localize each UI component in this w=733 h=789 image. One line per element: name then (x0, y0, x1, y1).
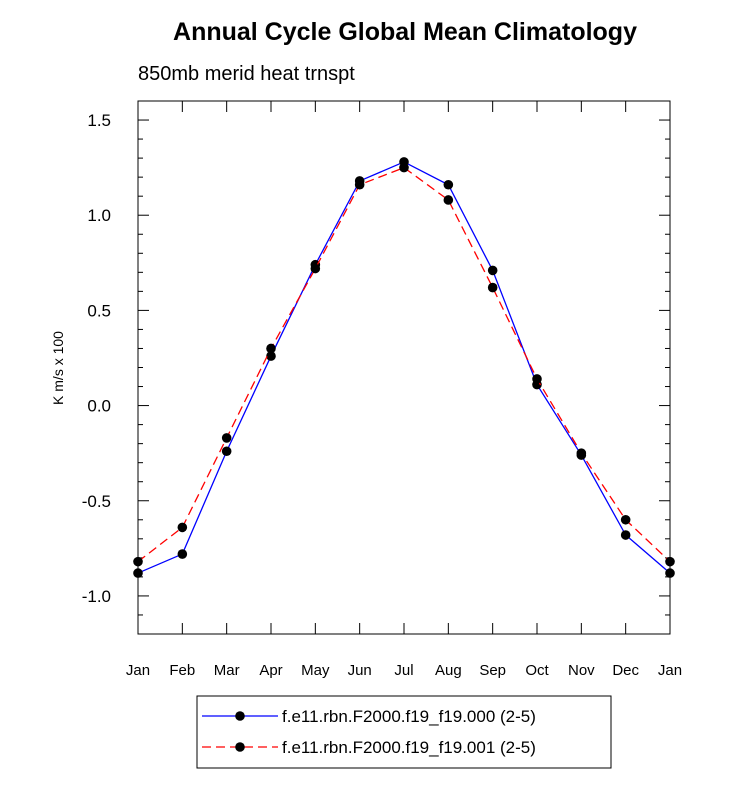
legend-marker (235, 742, 245, 752)
y-tick-label: -1.0 (82, 587, 111, 606)
series-line (137, 161, 671, 574)
legend-item: f.e11.rbn.F2000.f19_f19.000 (2-5) (202, 707, 536, 726)
data-point (266, 343, 276, 354)
data-point (487, 282, 498, 293)
data-point (665, 556, 675, 567)
data-point (133, 556, 143, 567)
data-point (576, 448, 587, 458)
legend-label: f.e11.rbn.F2000.f19_f19.000 (2-5) (282, 707, 536, 726)
legend (196, 695, 612, 769)
plot-area (137, 100, 671, 635)
x-tick-label: Jun (348, 662, 372, 679)
x-tick-label: May (301, 662, 330, 679)
series-1 (133, 157, 675, 578)
y-tick-label: 0.0 (87, 397, 111, 416)
y-tick-label: 1.5 (87, 111, 111, 130)
x-tick-label: Aug (435, 662, 462, 679)
data-point (665, 568, 675, 578)
data-point (221, 433, 232, 443)
y-tick-labels: -1.0 -0.5 0.0 0.5 1.0 1.5 (82, 111, 111, 606)
y-axis-label: K m/s x 100 (50, 331, 66, 405)
data-point (443, 179, 454, 190)
data-point (177, 549, 188, 559)
chart-title: Annual Cycle Global Mean Climatology (173, 18, 637, 46)
data-point (620, 530, 631, 540)
data-point (177, 522, 188, 533)
y-tick-label: 1.0 (87, 206, 111, 225)
data-point (221, 446, 232, 457)
axis-ticks (137, 100, 671, 635)
x-tick-label: Nov (568, 662, 595, 679)
legend-item: f.e11.rbn.F2000.f19_f19.001 (2-5) (202, 738, 536, 757)
series-line (137, 166, 671, 563)
data-point (266, 351, 276, 361)
data-point (133, 568, 143, 578)
series-layer (133, 157, 675, 578)
x-tick-label: Oct (525, 662, 549, 679)
data-point (532, 374, 542, 384)
series-2 (133, 162, 675, 567)
legend-items: f.e11.rbn.F2000.f19_f19.000 (2-5) f.e11.r… (202, 707, 536, 757)
chart-subtitle: 850mb merid heat trnspt (138, 63, 355, 85)
x-tick-label: Feb (169, 662, 195, 679)
data-point (620, 514, 631, 525)
x-tick-label: Jan (126, 662, 150, 679)
x-tick-labels: Jan Feb Mar Apr May Jun Jul Aug Sep Oct Nov Dec Jan (126, 662, 682, 679)
data-point (310, 263, 321, 274)
x-tick-label: Mar (214, 662, 240, 679)
data-point (487, 265, 498, 276)
x-tick-label: Sep (479, 662, 506, 679)
y-tick-label: 0.5 (87, 301, 111, 320)
data-point (354, 179, 365, 190)
x-tick-label: Apr (259, 662, 282, 679)
y-tick-label: -0.5 (82, 492, 111, 511)
legend-marker (235, 711, 245, 721)
x-tick-label: Dec (612, 662, 639, 679)
data-point (443, 195, 454, 205)
data-point (399, 162, 409, 173)
x-tick-label: Jul (394, 662, 413, 679)
x-tick-label: Jan (658, 662, 682, 679)
legend-label: f.e11.rbn.F2000.f19_f19.001 (2-5) (282, 738, 536, 757)
